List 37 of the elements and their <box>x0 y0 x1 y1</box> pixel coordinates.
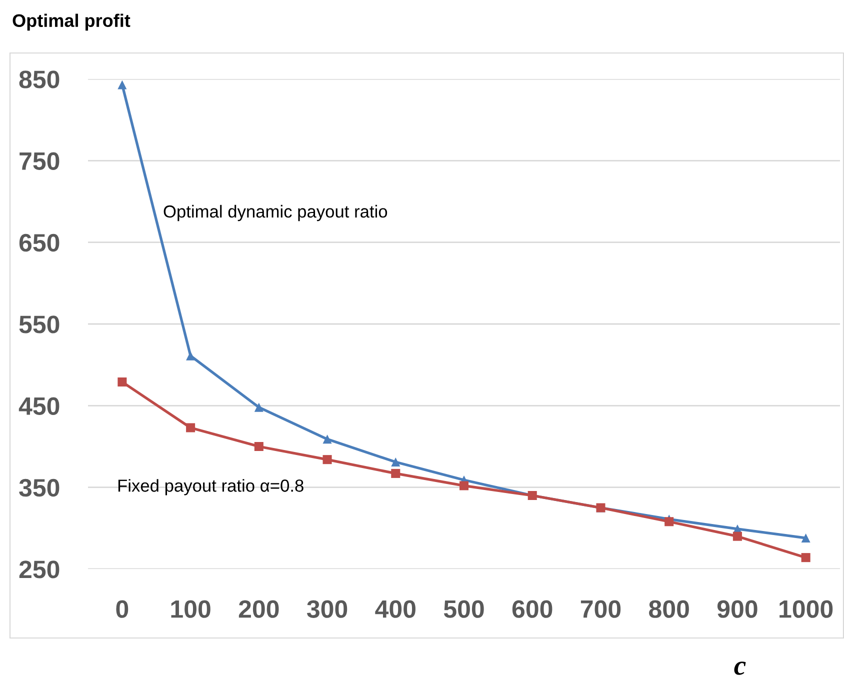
x-tick-label: 200 <box>238 600 279 618</box>
y-tick-label: 850 <box>19 70 60 88</box>
x-tick-label: 700 <box>580 600 621 618</box>
y-tick-label: 350 <box>19 478 60 497</box>
point <box>459 481 469 490</box>
y-tick-label: 450 <box>18 397 60 415</box>
series-label: Fixed payout ratio α=0.8 <box>118 479 304 496</box>
point <box>186 351 196 360</box>
y-tick-label: 650 <box>19 234 60 252</box>
y-tick-label: 550 <box>19 316 60 334</box>
point <box>322 434 332 444</box>
point <box>664 517 674 526</box>
point <box>254 442 264 452</box>
x-tick-label: 1000 <box>780 600 833 618</box>
x-tick-label: 800 <box>649 600 689 618</box>
x-tick-label: 500 <box>444 600 484 618</box>
x-tick-label: 0 <box>116 600 128 618</box>
point <box>186 423 196 432</box>
y-tick-label: 750 <box>20 152 60 170</box>
point <box>322 455 332 464</box>
series-label: Optimal dynamic payout ratio <box>164 204 388 222</box>
point <box>391 458 400 467</box>
y-tick-label: 250 <box>19 560 60 578</box>
point <box>254 402 264 412</box>
point <box>732 532 742 541</box>
point <box>391 468 400 478</box>
point <box>801 533 810 542</box>
y-axis-title: Optimal profit <box>12 14 130 31</box>
x-tick-label: 300 <box>306 600 348 618</box>
x-tick-label: 900 <box>717 600 758 618</box>
point <box>118 80 127 90</box>
x-tick-label: 600 <box>512 600 552 618</box>
point <box>801 553 810 562</box>
x-axis-title: c <box>734 662 746 675</box>
x-tick-label: 400 <box>375 600 416 618</box>
x-tick-label: 100 <box>171 600 210 618</box>
point <box>118 377 127 386</box>
